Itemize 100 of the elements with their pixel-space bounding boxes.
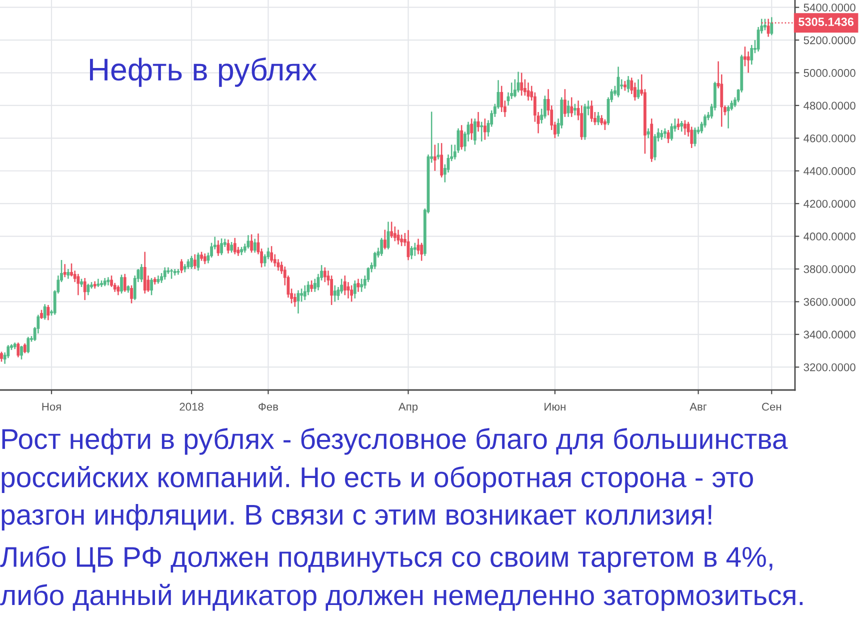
candlestick (300, 288, 304, 302)
text: Рост нефти в рублях - безусловное благо для большинства российских компаний. Но есть и оборотная сторона - это разгон инфляции. В связи с этим возникает коллизия! (2, 428, 788, 531)
candlestick (43, 304, 46, 320)
candlestick (410, 245, 414, 260)
candlestick (600, 114, 604, 126)
candlestick (573, 103, 576, 116)
candlestick (470, 118, 474, 140)
candlestick (570, 96, 574, 118)
candlestick (360, 278, 364, 293)
candlestick (230, 241, 233, 254)
candlestick (543, 95, 546, 120)
candlestick (373, 251, 376, 270)
candlestick (313, 278, 316, 293)
candlestick (500, 85, 504, 113)
y-tick-label: 5400.0000 (804, 4, 856, 12)
candlestick (676, 118, 680, 131)
candlestick (293, 292, 296, 308)
candlestick (563, 88, 566, 118)
candlestick (140, 263, 143, 283)
candlestick (116, 284, 120, 296)
candlestick (626, 75, 630, 94)
candlestick (323, 266, 326, 283)
candlestick (726, 104, 730, 129)
candlestick (670, 122, 674, 142)
candlestick (440, 142, 444, 178)
candlestick (253, 238, 256, 254)
candlestick (750, 44, 754, 66)
candlestick (26, 336, 30, 354)
candlestick (66, 268, 70, 280)
candlestick (350, 284, 354, 302)
candlestick (163, 266, 166, 280)
candlestick (0, 351, 3, 362)
candlestick (744, 46, 746, 67)
candlestick (130, 284, 133, 304)
y-tick-label: 4200.0000 (804, 200, 856, 208)
candlestick (250, 234, 253, 254)
y-tick-label: 3600.0000 (804, 298, 856, 306)
y-tick-label: 3800.0000 (804, 265, 856, 274)
candlestick (276, 258, 280, 272)
y-tick-label: 3400.0000 (804, 330, 856, 339)
candlestick (624, 80, 626, 92)
candlestick (416, 238, 420, 255)
candlestick (203, 252, 206, 265)
candlestick (770, 16, 774, 36)
candlestick (193, 254, 196, 270)
y-tick-label: 4600.0000 (804, 134, 856, 142)
candlestick (333, 284, 336, 302)
candlestick (233, 237, 236, 255)
candlestick (303, 284, 306, 301)
candlestick (694, 126, 696, 147)
y-tick-label: 5200.0000 (804, 36, 856, 44)
candlestick (220, 238, 223, 256)
candlestick (86, 283, 90, 296)
candlestick (590, 100, 594, 122)
y-tick-label: 5000.0000 (804, 69, 856, 77)
candlestick (170, 268, 173, 280)
candlestick (383, 229, 386, 250)
candlestick (150, 277, 153, 296)
candlestick (664, 128, 666, 139)
candlestick (343, 274, 346, 296)
candlestick (634, 82, 636, 102)
candlestick (123, 273, 126, 293)
x-tick-label: Ноя (42, 402, 61, 411)
candlestick (23, 342, 26, 354)
candlestick (16, 342, 20, 358)
candlestick (63, 263, 66, 278)
candlestick (110, 274, 113, 288)
candlestick (433, 144, 436, 172)
y-tick-label: 4800.0000 (804, 102, 856, 110)
candlestick (120, 274, 123, 294)
x-tick-label: 2018 (180, 402, 204, 411)
candlestick (690, 126, 694, 149)
y-tick-label: 4400.0000 (804, 167, 856, 176)
candlestick (680, 120, 684, 132)
candlestick (166, 266, 170, 275)
candlestick (483, 118, 486, 140)
x-tick-label: Авг (690, 402, 707, 411)
candlestick (473, 118, 476, 146)
candlestick (684, 120, 686, 136)
candlestick (646, 128, 650, 139)
candlestick (310, 280, 314, 293)
ref-line-label: 5305.1436 (798, 18, 854, 26)
candlestick (380, 237, 384, 257)
candlestick (603, 118, 606, 131)
y-tick-label: 4000.0000 (804, 232, 856, 240)
candlestick (480, 121, 484, 142)
text: Либо ЦБ РФ должен подвинуться со своим таргетом в 4%, либо данный индикатор должен немедленно затормозиться. (0, 546, 803, 611)
candlestick (580, 104, 584, 140)
candlestick (76, 273, 80, 296)
candlestick (390, 221, 394, 239)
candlestick (83, 277, 86, 301)
candlestick (460, 124, 464, 150)
candlestick (353, 280, 356, 300)
candlestick (660, 129, 664, 140)
y-tick-label: 3200.0000 (804, 363, 856, 372)
candlestick (20, 345, 23, 360)
candlestick (420, 242, 424, 262)
candlestick (180, 258, 183, 274)
x-tick-label: Фев (258, 402, 278, 411)
candlestick (296, 290, 300, 314)
